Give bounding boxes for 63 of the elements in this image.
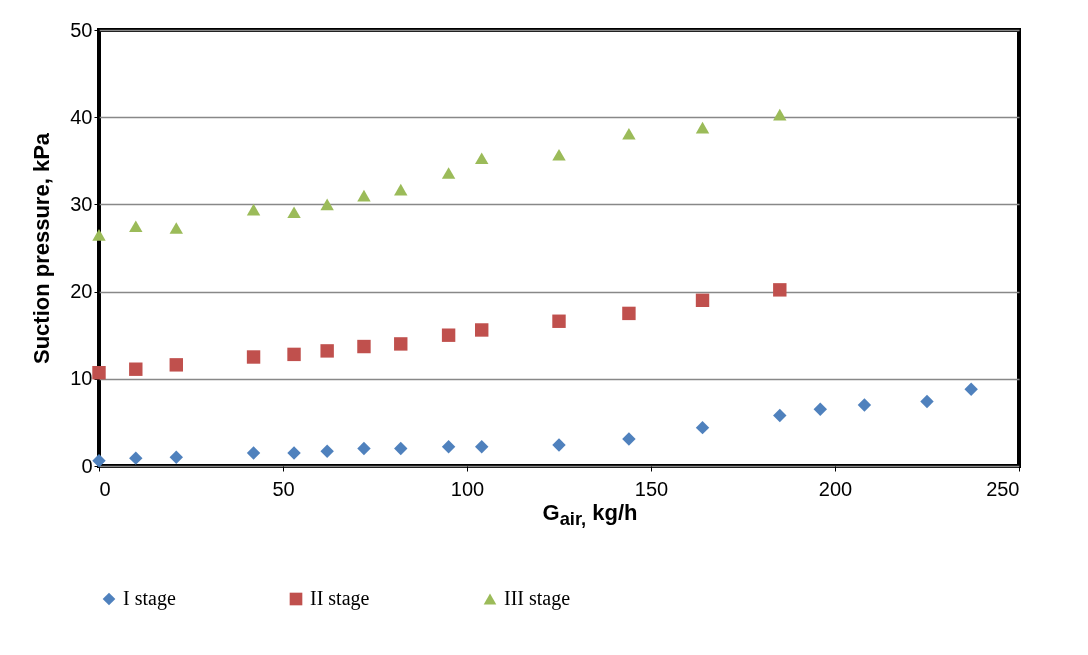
legend-label: III stage: [504, 587, 571, 610]
point: [394, 183, 408, 196]
x-axis-title: G$_{air,}$ kg/h: [541, 500, 639, 531]
point: [441, 328, 456, 342]
point: [441, 440, 456, 454]
point: [920, 394, 934, 409]
point: [287, 446, 301, 460]
point: [441, 167, 456, 179]
y-tick-label: 0: [81, 454, 93, 477]
point: [394, 337, 408, 351]
point: [287, 206, 301, 219]
point: [773, 408, 787, 423]
point: [552, 148, 566, 161]
point: [92, 454, 106, 468]
point: [622, 306, 636, 321]
y-tick-label: 10: [70, 367, 93, 390]
y-tick-label: 50: [70, 18, 93, 41]
point: [92, 229, 106, 241]
point: [622, 432, 636, 446]
x-tick-label: 200: [818, 477, 853, 500]
point: [394, 441, 408, 456]
point: [320, 198, 334, 211]
point: [695, 121, 710, 134]
point: [475, 440, 489, 454]
legend-label: I stage: [123, 587, 176, 610]
point: [246, 350, 261, 364]
point: [246, 446, 261, 460]
point: [169, 450, 183, 464]
point: [475, 323, 489, 337]
point: [169, 358, 183, 372]
point: [813, 402, 827, 417]
point: [964, 382, 978, 396]
x-tick-label: 50: [272, 477, 295, 500]
point: [622, 127, 636, 140]
x-tick-label: 250: [986, 477, 1020, 500]
point: [552, 438, 566, 452]
point: [320, 344, 334, 358]
point: [357, 339, 371, 354]
x-tick-label: 150: [634, 477, 669, 500]
point: [129, 220, 143, 233]
point: [320, 444, 334, 458]
point: [773, 108, 787, 121]
point: [246, 203, 261, 216]
y-tick-label: 40: [70, 105, 93, 128]
point: [129, 362, 143, 376]
y-axis-title: Suction pressure, kPa: [29, 132, 55, 365]
point: [695, 420, 710, 435]
point: [92, 365, 106, 380]
point: [357, 441, 371, 456]
y-tick-label: 20: [70, 280, 93, 303]
point: [695, 293, 710, 308]
point: [475, 152, 489, 164]
point: [552, 314, 566, 328]
x-tick-label: 0: [99, 477, 111, 500]
point: [169, 222, 183, 234]
legend-label: II stage: [310, 587, 370, 610]
y-tick-label: 30: [70, 192, 93, 215]
point: [773, 283, 787, 297]
x-tick-label: 100: [450, 477, 485, 500]
point: [129, 451, 143, 465]
point: [357, 189, 371, 202]
point: [287, 347, 301, 362]
point: [857, 398, 872, 412]
